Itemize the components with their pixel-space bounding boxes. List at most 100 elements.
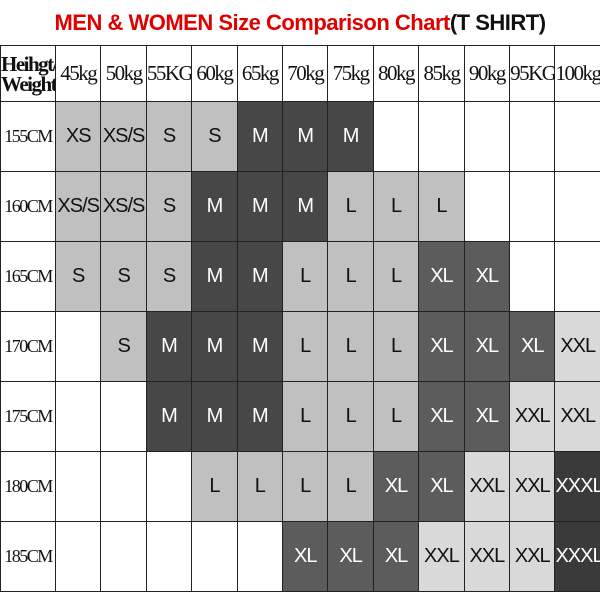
column-header: 80kg [372,45,420,102]
size-cell: L [372,311,420,382]
empty-cell [509,171,556,242]
empty-cell [54,381,102,452]
size-cell: L [236,451,284,522]
size-cell: L [327,451,374,522]
table-row: 160CM XS/S XS/S S M M M L L L [0,171,600,242]
size-cell: M [145,311,193,382]
size-cell: XL [509,311,556,382]
size-cell: M [191,311,238,382]
size-cell: XXL [463,521,511,592]
empty-cell [418,101,465,172]
size-cell: M [327,101,374,172]
size-cell: M [282,101,329,172]
size-cell: S [145,171,193,242]
size-table: Heihgt/ Weight 45kg 50kg 55KG 60kg 65kg 70kg 7… [0,45,600,592]
header-row: Heihgt/ Weight 45kg 50kg 55KG 60kg 65kg 70kg 7… [0,45,600,102]
size-cell: M [191,241,238,312]
column-header: 95KG [509,45,556,102]
size-cell: XS/S [100,101,147,172]
corner-label: Heihgt/ Weight [0,45,56,102]
size-cell: XXXL [554,521,600,592]
empty-cell [145,451,193,522]
title-main: MEN & WOMEN Size Comparison Chart [54,10,450,35]
empty-cell [372,101,420,172]
size-cell: L [191,451,238,522]
size-cell: L [327,241,374,312]
size-cell: L [282,241,329,312]
table-row: 155CM XS XS/S S S M M M [0,101,600,172]
empty-cell [554,101,600,172]
size-cell: M [236,381,284,452]
size-cell: M [191,171,238,242]
size-cell: L [327,311,374,382]
column-header: 75kg [327,45,374,102]
size-cell: XL [463,241,511,312]
column-header: 65kg [236,45,284,102]
size-cell: XS [54,101,102,172]
row-header: 155CM [0,101,56,172]
size-cell: L [372,171,420,242]
empty-cell [509,241,556,312]
size-cell: S [54,241,102,312]
chart-title: MEN & WOMEN Size Comparison Chart(T SHIR… [0,0,600,45]
size-cell: XXL [418,521,465,592]
size-cell: L [372,241,420,312]
table-row: 185CM XL XL XL XXL XXL XXL XXXL [0,521,600,592]
size-cell: S [100,311,147,382]
size-cell: M [145,381,193,452]
table-row: 165CM S S S M M L L L XL XL [0,241,600,312]
column-header: 50kg [100,45,147,102]
size-cell: M [282,171,329,242]
size-cell: XL [418,241,465,312]
column-header: 55KG [145,45,193,102]
table-row: 175CM M M M L L L XL XL XXL XXL [0,381,600,452]
empty-cell [54,521,102,592]
corner-label-height: Heihgt/ [1,51,56,76]
row-header: 185CM [0,521,56,592]
size-cell: XXL [463,451,511,522]
size-cell: XL [372,451,420,522]
size-cell: XL [463,381,511,452]
size-cell: XXL [509,381,556,452]
size-cell: L [372,381,420,452]
size-cell: M [236,171,284,242]
size-cell: XL [418,311,465,382]
row-header: 165CM [0,241,56,312]
empty-cell [100,381,147,452]
column-header: 60kg [191,45,238,102]
row-header: 160CM [0,171,56,242]
empty-cell [100,521,147,592]
size-cell: XL [282,521,329,592]
size-cell: S [191,101,238,172]
column-header: 100kg [554,45,600,102]
size-cell: L [327,381,374,452]
column-header: 90kg [463,45,511,102]
size-cell: XXL [554,311,600,382]
size-cell: M [236,311,284,382]
size-cell: XL [327,521,374,592]
size-cell: M [236,241,284,312]
size-cell: XS/S [100,171,147,242]
size-cell: XL [372,521,420,592]
empty-cell [509,101,556,172]
title-suffix: (T SHIRT) [449,10,546,35]
size-cell: S [100,241,147,312]
size-cell: L [282,311,329,382]
empty-cell [54,311,102,382]
row-header: 175CM [0,381,56,452]
size-cell: XXL [509,451,556,522]
size-cell: M [236,101,284,172]
empty-cell [191,521,238,592]
empty-cell [463,171,511,242]
size-cell: L [282,451,329,522]
size-cell: L [282,381,329,452]
table-row: 170CM S M M M L L L XL XL XL XXL [0,311,600,382]
size-cell: XXXL [554,451,600,522]
size-cell: XXL [509,521,556,592]
empty-cell [554,171,600,242]
column-header: 70kg [282,45,329,102]
empty-cell [463,101,511,172]
size-cell: XL [418,381,465,452]
size-cell: XS/S [54,171,102,242]
row-header: 180CM [0,451,56,522]
